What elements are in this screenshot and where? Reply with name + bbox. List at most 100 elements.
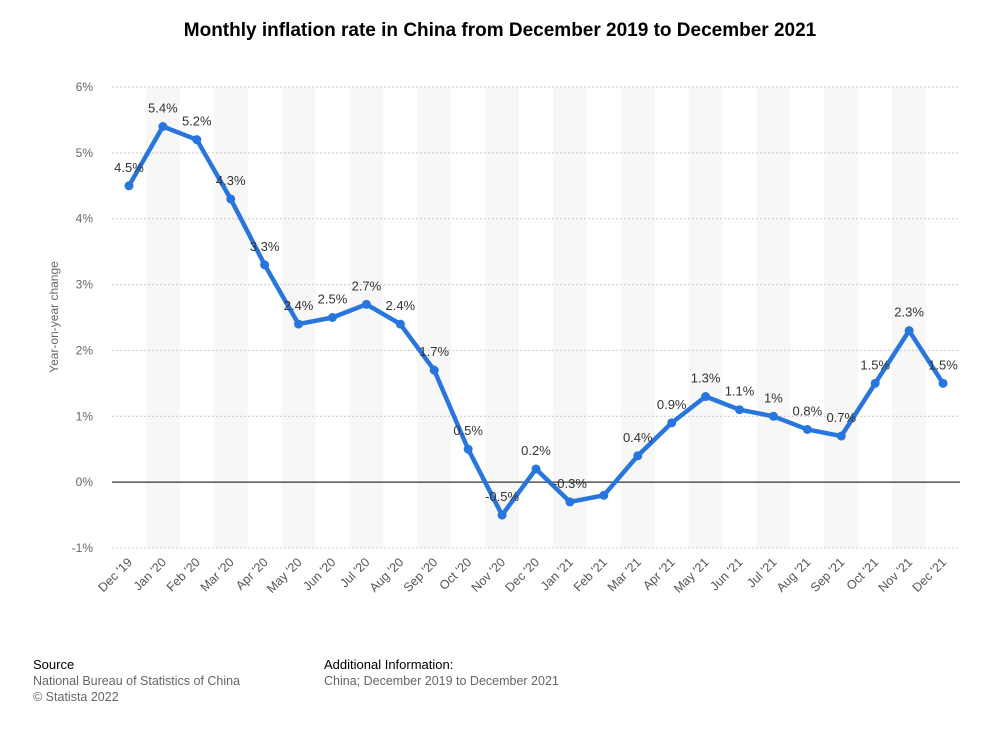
- data-label: 0.2%: [521, 443, 551, 458]
- y-tick-label: -1%: [72, 541, 94, 555]
- copyright: © Statista 2022: [33, 690, 119, 704]
- additional-info-text: China; December 2019 to December 2021: [324, 674, 559, 688]
- data-point: [395, 319, 405, 329]
- additional-info-heading: Additional Information:: [324, 657, 454, 672]
- y-tick-label: 0%: [76, 475, 94, 489]
- column-band: [417, 87, 452, 548]
- x-tick-label: Dec '20: [503, 555, 543, 595]
- data-label: 2.4%: [284, 298, 314, 313]
- y-tick-label: 3%: [76, 278, 94, 292]
- column-band: [756, 87, 791, 548]
- gridlines: [112, 86, 960, 549]
- data-point: [667, 418, 677, 428]
- data-label: 0.8%: [793, 403, 823, 418]
- data-point: [531, 464, 541, 474]
- y-tick-label: 2%: [76, 343, 94, 357]
- x-tick-label: Sep '20: [401, 555, 441, 595]
- data-point: [158, 122, 168, 132]
- data-point: [836, 431, 846, 441]
- x-tick-label: Mar '21: [605, 555, 644, 594]
- chart-title: Monthly inflation rate in China from Dec…: [183, 20, 817, 41]
- column-band: [485, 87, 520, 548]
- data-point: [226, 194, 236, 204]
- data-point: [802, 424, 812, 434]
- data-point: [497, 510, 507, 520]
- data-point: [870, 378, 880, 388]
- x-tick-label: May '20: [264, 555, 305, 596]
- data-point: [294, 319, 304, 329]
- y-tick-label: 6%: [76, 80, 94, 94]
- data-label: 2.4%: [385, 298, 415, 313]
- x-tick-label: Jan '20: [131, 555, 169, 593]
- data-point: [260, 260, 270, 270]
- data-label: 1.3%: [691, 371, 721, 386]
- column-band: [349, 87, 384, 548]
- source-name: National Bureau of Statistics of China: [33, 674, 241, 688]
- column-band: [824, 87, 859, 548]
- column-band: [892, 87, 927, 548]
- x-tick-label: Jan '21: [538, 555, 576, 593]
- x-tick-label: Mar '20: [198, 555, 237, 594]
- data-point: [429, 365, 439, 375]
- data-label: 3.3%: [250, 239, 280, 254]
- data-label: 1%: [764, 390, 783, 405]
- data-point: [735, 405, 745, 415]
- alternating-bands: [145, 87, 927, 548]
- x-tick-label: Oct '21: [844, 555, 882, 593]
- data-point: [701, 392, 711, 402]
- x-tick-label: Jun '21: [708, 555, 746, 593]
- data-point: [633, 451, 643, 461]
- y-tick-label: 1%: [76, 409, 94, 423]
- data-point: [463, 444, 473, 454]
- data-label: 1.5%: [928, 357, 958, 372]
- data-label: 2.5%: [318, 292, 348, 307]
- x-tick-label: Feb '21: [571, 555, 610, 594]
- x-tick-label: May '21: [671, 555, 712, 596]
- data-point: [124, 181, 134, 191]
- x-tick-label: Nov '20: [469, 555, 509, 595]
- data-label: 5.4%: [148, 101, 178, 116]
- y-tick-label: 4%: [76, 212, 94, 226]
- data-label: 1.1%: [725, 384, 755, 399]
- data-point: [327, 313, 337, 322]
- data-label: 2.7%: [352, 278, 382, 293]
- data-label: 5.2%: [182, 114, 212, 129]
- data-label: 2.3%: [894, 305, 924, 320]
- additional-info-block: Additional Information: China; December …: [324, 657, 559, 689]
- data-point: [768, 411, 778, 421]
- data-label: 4.3%: [216, 173, 246, 188]
- data-label: 0.5%: [453, 423, 483, 438]
- data-label: 1.5%: [860, 357, 890, 372]
- data-point: [192, 135, 202, 145]
- y-axis-ticks: -1% 0% 1% 2% 3% 4% 5% 6%: [72, 80, 94, 555]
- x-tick-label: Dec '19: [95, 555, 135, 595]
- x-tick-label: Sep '21: [808, 555, 848, 595]
- column-band: [620, 87, 655, 548]
- x-tick-label: Feb '20: [164, 555, 203, 594]
- data-point: [599, 490, 609, 500]
- source-heading: Source: [33, 657, 75, 672]
- data-label: 1.7%: [419, 344, 449, 359]
- x-tick-label: Jun '20: [300, 555, 338, 593]
- data-point: [565, 497, 575, 507]
- data-label: -0.3%: [553, 476, 587, 491]
- data-point: [361, 299, 371, 309]
- x-tick-label: Aug '21: [774, 555, 814, 595]
- column-band: [145, 87, 180, 548]
- x-tick-label: Dec '21: [910, 555, 950, 595]
- column-band: [213, 87, 248, 548]
- y-tick-label: 5%: [76, 146, 94, 160]
- data-label: 0.4%: [623, 430, 653, 445]
- column-band: [281, 87, 316, 548]
- source-block: Source National Bureau of Statistics of …: [33, 657, 240, 705]
- data-point: [904, 326, 914, 336]
- x-tick-label: Nov '21: [876, 555, 916, 595]
- data-label: 4.5%: [114, 160, 144, 175]
- data-label: 0.7%: [826, 410, 856, 425]
- x-tick-label: Oct '20: [437, 555, 475, 593]
- y-axis-label: Year-on-year change: [47, 261, 61, 373]
- data-label: -0.5%: [485, 489, 519, 504]
- column-band: [552, 87, 587, 548]
- x-tick-label: Aug '20: [367, 555, 407, 595]
